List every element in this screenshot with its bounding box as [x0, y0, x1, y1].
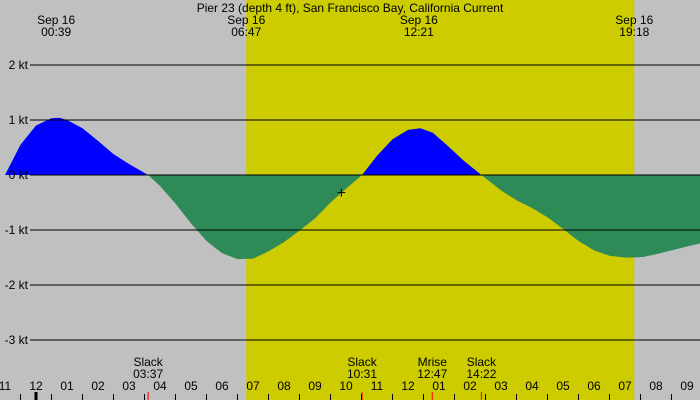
- top-date-label: Sep 16: [400, 13, 438, 27]
- ebb-area: [5, 175, 700, 260]
- top-time-label: 00:39: [41, 25, 71, 39]
- hour-tick-label: 12: [29, 379, 43, 393]
- hour-tick-label: 12: [401, 379, 415, 393]
- hour-tick-label: 09: [680, 379, 694, 393]
- midnight-tick: [34, 392, 38, 400]
- hour-tick-label: 05: [184, 379, 198, 393]
- hour-tick-label: 01: [432, 379, 446, 393]
- y-tick-label: -2 kt: [5, 278, 29, 292]
- hour-tick-label: 01: [60, 379, 74, 393]
- hour-tick-label: 02: [91, 379, 105, 393]
- y-tick-label: 2 kt: [9, 58, 29, 72]
- top-time-label: 19:18: [619, 25, 649, 39]
- hour-tick-label: 03: [122, 379, 136, 393]
- hour-tick-label: 04: [525, 379, 539, 393]
- event-name: Slack: [467, 355, 497, 369]
- chart-title: Pier 23 (depth 4 ft), San Francisco Bay,…: [197, 1, 504, 15]
- hour-tick-label: 10: [339, 379, 353, 393]
- hour-tick-label: 02: [463, 379, 477, 393]
- hour-axis: 11 12 01 02 03 04 05 06 07 08 09 10 11 12 01 02 03 04 05 06…: [0, 379, 694, 400]
- top-time-label: 12:21: [404, 25, 434, 39]
- y-tick-label: -1 kt: [5, 223, 29, 237]
- hour-tick-label: 03: [494, 379, 508, 393]
- event-name: Slack: [133, 355, 163, 369]
- top-date-label: Sep 16: [37, 13, 75, 27]
- top-date-label: Sep 16: [227, 13, 265, 27]
- hour-tick-label: 07: [246, 379, 260, 393]
- hour-tick-label: 06: [215, 379, 229, 393]
- y-tick-label: -3 kt: [5, 333, 29, 347]
- event-time: 14:22: [466, 367, 496, 381]
- hour-tick-label: 08: [649, 379, 663, 393]
- y-tick-label: 1 kt: [9, 113, 29, 127]
- hour-tick-label: 06: [587, 379, 601, 393]
- hour-tick-label: 07: [618, 379, 632, 393]
- event-labels: Slack21:44Slack03:37Slack10:31Mrise12:47…: [133, 355, 497, 400]
- hour-tick-label: 05: [556, 379, 570, 393]
- grid-lines: [30, 64, 700, 341]
- hour-tick-label: 04: [153, 379, 167, 393]
- current-area: [5, 117, 700, 260]
- top-date-label: Sep 16: [615, 13, 653, 27]
- y-tick-label: 0 kt: [9, 168, 29, 182]
- hour-tick-label: 09: [308, 379, 322, 393]
- event-time: 12:47: [417, 367, 447, 381]
- event-time: 10:31: [347, 367, 377, 381]
- hour-tick-label: 11: [371, 379, 384, 393]
- event-name: Mrise: [418, 355, 448, 369]
- top-time-label: 06:47: [231, 25, 261, 39]
- event-name: Slack: [347, 355, 377, 369]
- event-time: 03:37: [133, 367, 163, 381]
- current-time-marker-group: [337, 188, 346, 197]
- y-tick-labels: 2 kt 1 kt 0 kt -1 kt -2 kt -3 kt: [5, 58, 29, 347]
- hour-tick-label: 11: [0, 379, 12, 393]
- hour-tick-label: 08: [277, 379, 291, 393]
- flood-area: [5, 117, 700, 175]
